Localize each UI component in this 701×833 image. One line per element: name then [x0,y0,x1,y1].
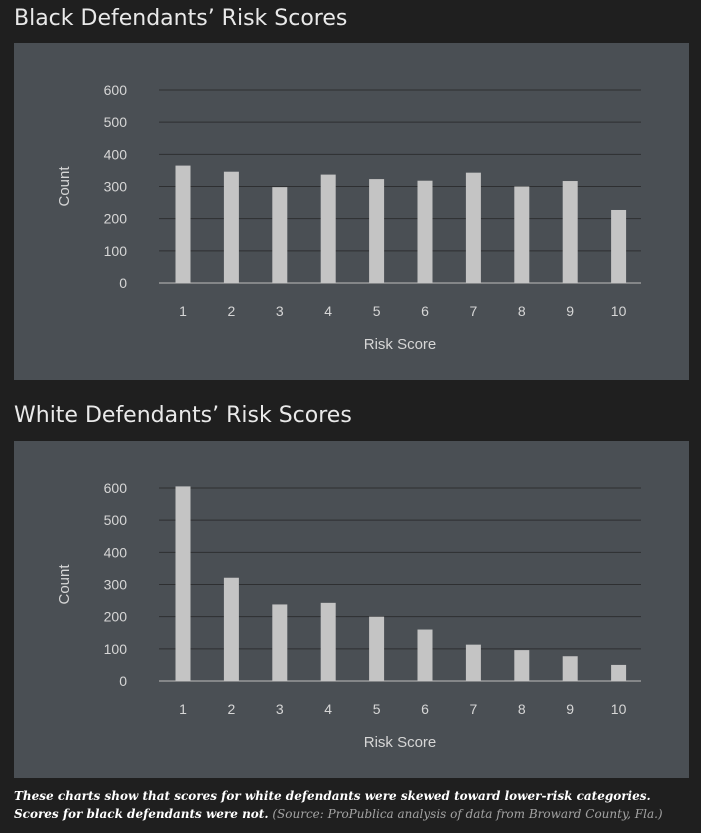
chart-1-y-tick-label: 400 [104,146,128,162]
chart-1-x-tick-label: 6 [421,303,429,319]
chart-2-bar [175,486,191,681]
chart-2-y-tick-label: 300 [104,577,128,593]
chart-2-bar [562,656,578,681]
chart-1-y-tick-label: 0 [119,275,127,291]
chart-2-bar [465,644,481,681]
chart-1-x-tick-label: 3 [276,303,284,319]
chart-1-y-tick-label: 500 [104,114,128,130]
chart-1-x-tick-label: 9 [566,303,574,319]
chart-caption: These charts show that scores for white … [14,787,684,823]
chart-2-y-tick-label: 600 [104,480,128,496]
chart-title-black: Black Defendants’ Risk Scores [14,6,348,31]
chart-2-bar [369,616,385,681]
chart-1-x-tick-label: 5 [373,303,381,319]
chart-2-x-tick-label: 5 [373,701,381,717]
bar-chart-white: 0 100 200 300 400 500 600 1 2 3 4 5 6 7 8 9 10 Risk Score… [56,480,641,751]
chart-2-y-tick-label: 500 [104,512,128,528]
chart-2-x-tick-label: 6 [421,701,429,717]
chart-1-bar [223,171,239,283]
bar-chart-black: 0 100 200 300 400 500 600 1 2 3 4 5 6 7 8 9 10 Risk Score… [56,82,641,353]
chart-1-bar [611,209,627,283]
chart-1-y-tick-label: 300 [104,179,128,195]
chart-2-x-tick-label: 8 [518,701,526,717]
chart-1-y-axis-title: Count [56,166,73,207]
chart-1-x-tick-label: 1 [179,303,187,319]
chart-1-bar [562,181,578,283]
chart-1-y-tick-label: 100 [104,243,128,259]
chart-2-x-tick-label: 1 [179,701,187,717]
chart-2-y-tick-label: 100 [104,641,128,657]
chart-1-y-tick-label: 200 [104,211,128,227]
chart-2-y-axis-title: Count [56,564,73,605]
chart-2-y-tick-label: 200 [104,609,128,625]
chart-1-bar [465,172,481,283]
chart-2-y-tick-label: 0 [119,673,127,689]
caption-source: (Source: ProPublica analysis of data fro… [272,807,663,821]
chart-2-bar [417,629,433,681]
chart-1-x-tick-label: 4 [324,303,332,319]
chart-1-x-tick-label: 10 [611,303,627,319]
chart-2-x-tick-label: 4 [324,701,332,717]
chart-1-y-tick-label: 600 [104,82,128,98]
caption-text: These charts show that scores for white … [14,789,651,821]
chart-1-x-tick-label: 8 [518,303,526,319]
chart-2-x-tick-label: 7 [470,701,478,717]
chart-2-bar [272,604,288,681]
chart-2-x-axis-title: Risk Score [364,734,437,751]
chart-2-bar [223,577,239,681]
chart-1-x-tick-label: 2 [228,303,236,319]
chart-panel-black: 0 100 200 300 400 500 600 1 2 3 4 5 6 7 8 9 10 Risk Score… [14,43,689,380]
chart-1-bar [369,179,385,283]
chart-1-x-axis-title: Risk Score [364,336,437,353]
chart-panel-white: 0 100 200 300 400 500 600 1 2 3 4 5 6 7 8 9 10 Risk Score… [14,441,689,778]
chart-1-bar [272,187,288,283]
chart-2-bar [611,664,627,681]
chart-2-y-tick-label: 400 [104,544,128,560]
chart-2-x-tick-label: 10 [611,701,627,717]
chart-1-bar [514,186,530,283]
chart-2-bar [514,650,530,681]
chart-1-bar [175,165,191,283]
chart-2-x-tick-label: 3 [276,701,284,717]
chart-1-x-tick-label: 7 [470,303,478,319]
chart-1-bar [417,180,433,283]
chart-2-x-tick-label: 9 [566,701,574,717]
chart-1-bar [320,174,336,283]
chart-title-white: White Defendants’ Risk Scores [14,403,352,428]
chart-2-x-tick-label: 2 [228,701,236,717]
chart-2-bar [320,602,336,681]
